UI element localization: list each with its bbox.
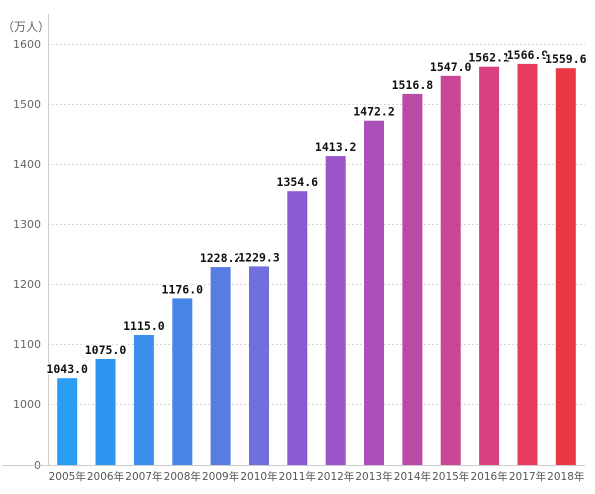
data-label: 1516.8 — [392, 78, 434, 92]
bar — [479, 66, 500, 465]
bar — [287, 191, 308, 465]
data-label: 1229.3 — [238, 250, 280, 264]
y-axis-unit-label: （万人） — [2, 20, 50, 34]
data-label: 1115.0 — [123, 319, 165, 333]
x-tick-label: 2007年 — [125, 470, 162, 483]
bar — [95, 359, 116, 465]
x-tick-label: 2015年 — [432, 470, 469, 483]
bar — [440, 75, 461, 466]
x-tick-label: 2005年 — [49, 470, 86, 483]
x-tick-label: 2008年 — [164, 470, 201, 483]
data-label: 1472.2 — [353, 105, 395, 119]
bar — [517, 63, 538, 466]
gridlines — [48, 44, 585, 405]
x-tick-label: 2009年 — [202, 470, 239, 483]
x-tick-label: 2016年 — [470, 470, 507, 483]
data-label: 1547.0 — [430, 60, 472, 74]
bar — [249, 266, 269, 465]
data-label: 1176.0 — [162, 282, 204, 296]
bar — [364, 120, 384, 465]
y-tick-label: 1000 — [13, 398, 41, 411]
data-label: 1559.6 — [545, 52, 587, 66]
y-tick-label: 1400 — [13, 158, 41, 171]
data-label: 1354.6 — [277, 175, 319, 189]
x-tick-label: 2012年 — [317, 470, 354, 483]
bar — [57, 378, 78, 465]
y-tick-label: 1300 — [13, 218, 41, 231]
data-label: 1562.1 — [468, 51, 510, 65]
data-label: 1566.9 — [507, 48, 549, 62]
bar — [555, 68, 576, 465]
x-tick-label: 2013年 — [355, 470, 392, 483]
data-label: 1413.2 — [315, 140, 357, 154]
bar — [172, 298, 193, 465]
bar — [402, 93, 423, 466]
bars — [57, 63, 576, 466]
x-tick-label: 2010年 — [240, 470, 277, 483]
data-label: 1228.2 — [200, 251, 242, 265]
x-tick-label: 2011年 — [279, 470, 316, 483]
bar — [325, 156, 346, 465]
y-tick-label: 1200 — [13, 278, 41, 291]
x-tick-label: 2014年 — [394, 470, 431, 483]
x-tick-label: 2017年 — [509, 470, 546, 483]
x-tick-label: 2006年 — [87, 470, 124, 483]
data-label: 1075.0 — [85, 343, 127, 357]
data-label: 1043.0 — [46, 362, 88, 376]
y-tick-label: 1600 — [13, 38, 41, 51]
y-tick-label: 1100 — [13, 338, 41, 351]
bar — [133, 335, 154, 465]
y-tick-label: 1500 — [13, 98, 41, 111]
x-tick-label: 2018年 — [547, 470, 584, 483]
bar — [210, 267, 231, 465]
